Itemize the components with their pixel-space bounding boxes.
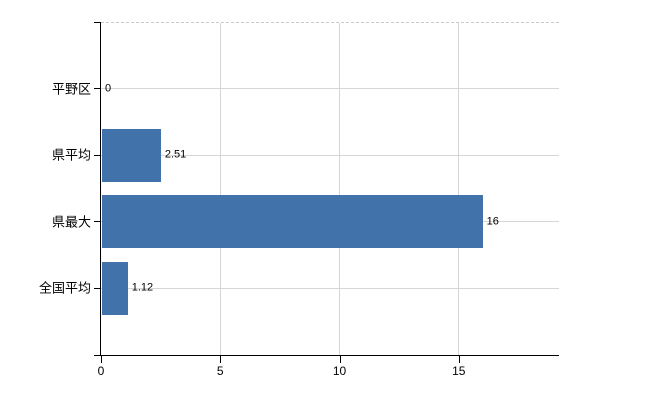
x-axis-line bbox=[100, 355, 559, 356]
y-axis-tick bbox=[94, 154, 101, 156]
bar bbox=[101, 195, 484, 249]
vertical-gridline bbox=[458, 23, 460, 355]
category-label: 県平均 bbox=[51, 147, 91, 163]
x-tick-label: 5 bbox=[216, 364, 224, 378]
bar-value-label: 1.12 bbox=[131, 281, 154, 294]
x-axis-tick bbox=[339, 356, 341, 363]
bar-value-label: 2.51 bbox=[164, 148, 187, 161]
category-label: 全国平均 bbox=[38, 280, 91, 296]
bar bbox=[101, 261, 129, 315]
vertical-gridline bbox=[339, 23, 341, 355]
y-axis-end-tick bbox=[94, 22, 101, 23]
y-axis-line bbox=[100, 22, 101, 356]
bar-value-label: 0 bbox=[105, 82, 112, 95]
category-label: 県最大 bbox=[51, 214, 91, 230]
x-tick-label: 15 bbox=[452, 364, 466, 378]
x-axis-tick bbox=[101, 356, 102, 363]
y-axis-tick bbox=[94, 287, 101, 289]
category-gridline bbox=[101, 154, 559, 156]
vertical-gridline bbox=[219, 23, 221, 355]
bar bbox=[101, 128, 162, 182]
y-axis-tick bbox=[94, 221, 101, 223]
y-axis-tick bbox=[94, 88, 101, 90]
y-axis-end-tick bbox=[94, 355, 101, 356]
category-label: 平野区 bbox=[51, 81, 91, 97]
x-tick-label: 10 bbox=[332, 364, 347, 378]
category-gridline bbox=[101, 287, 559, 289]
bar-value-label: 16 bbox=[486, 215, 499, 228]
category-gridline bbox=[101, 88, 559, 90]
plot-top-border bbox=[101, 22, 559, 23]
x-tick-label: 0 bbox=[97, 364, 105, 378]
x-axis-tick bbox=[220, 356, 222, 363]
x-axis-tick bbox=[458, 356, 460, 363]
